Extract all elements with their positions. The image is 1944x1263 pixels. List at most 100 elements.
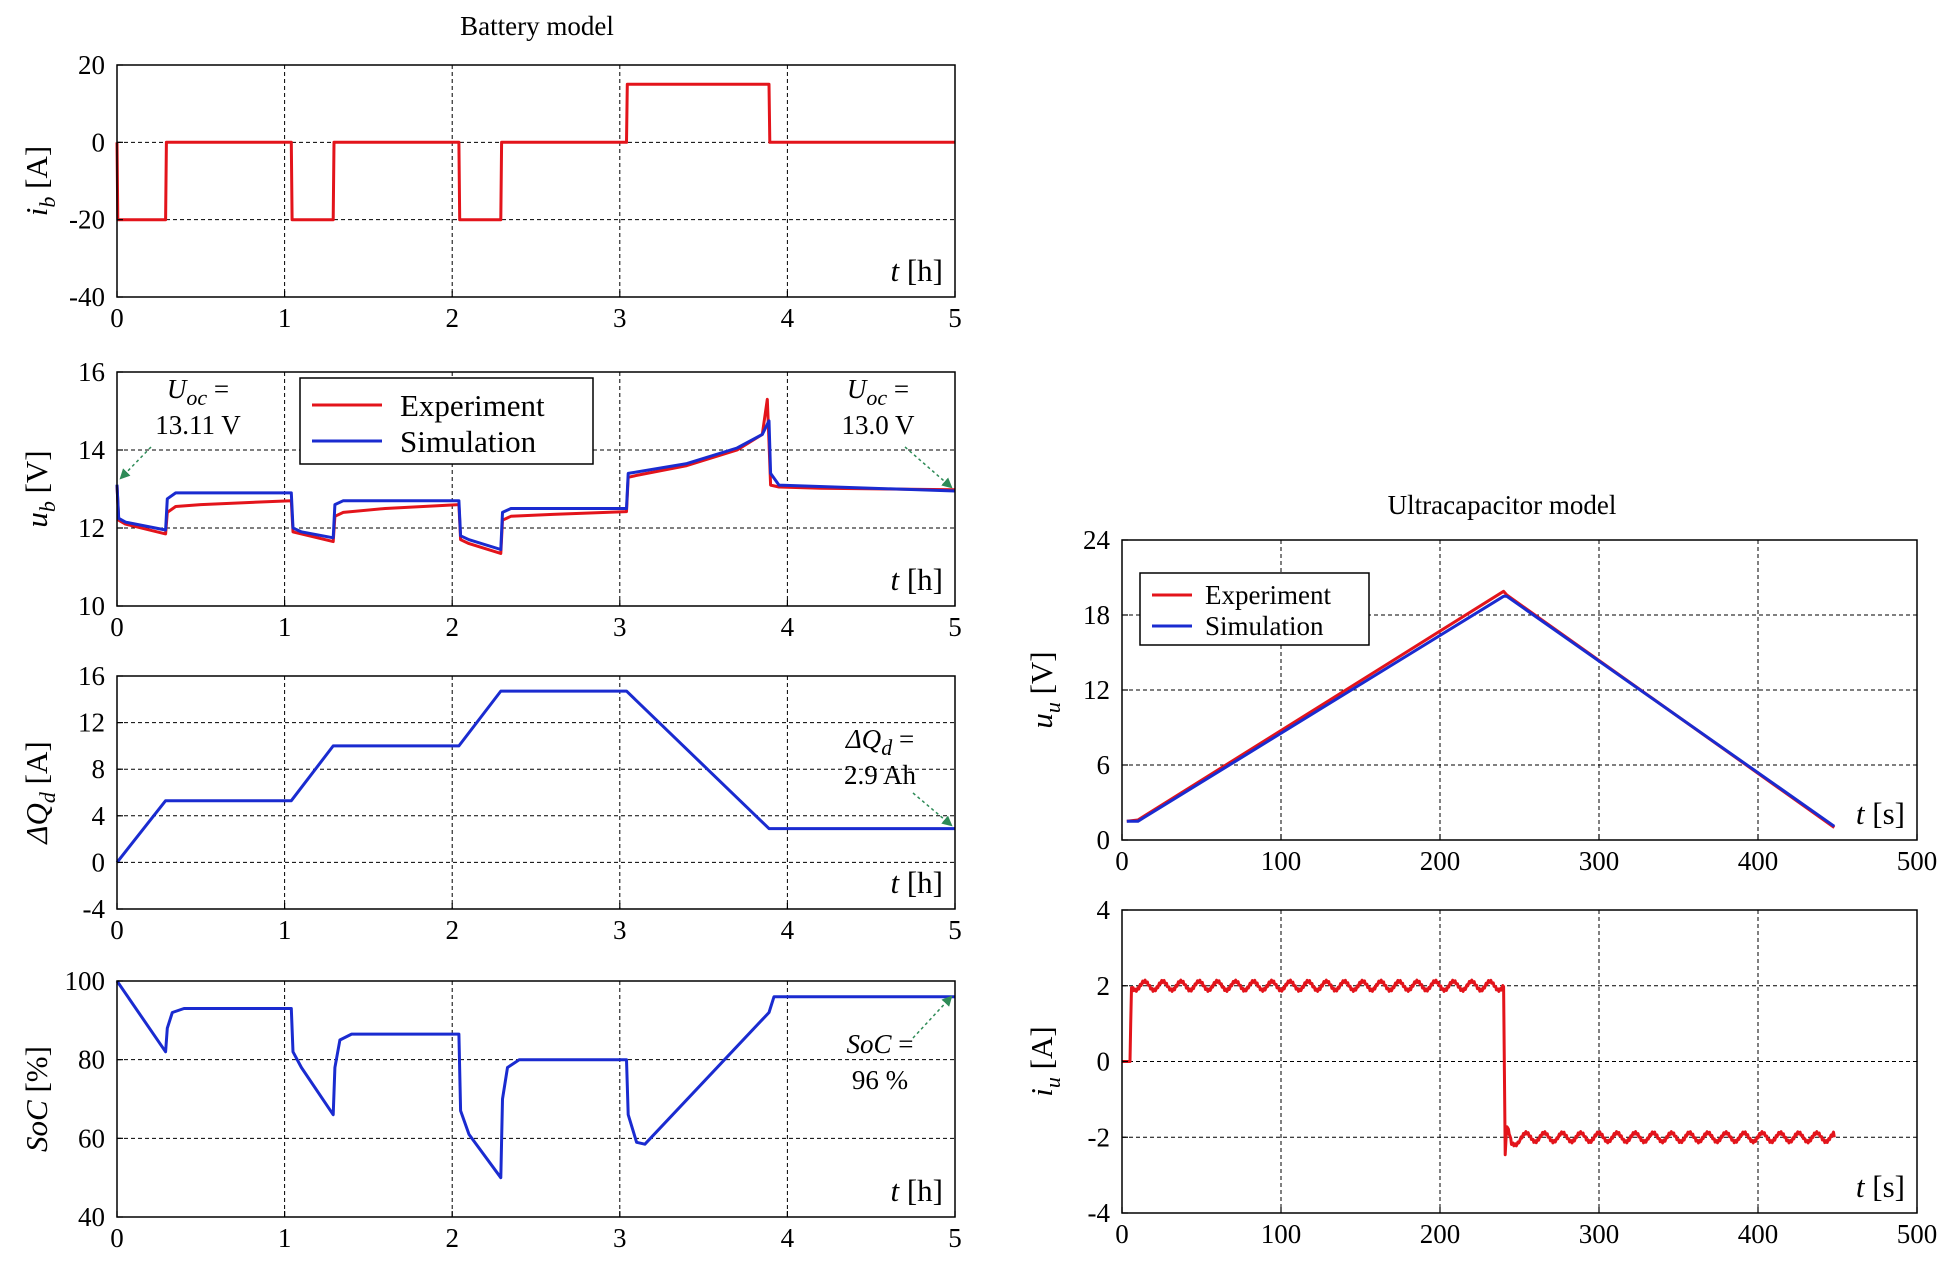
- annotation-line1: Uoc =: [847, 374, 909, 410]
- y-axis-label-subscript: b: [35, 501, 60, 512]
- left-figure-title: Battery model: [460, 11, 614, 41]
- x-tick-label: 1: [278, 612, 292, 642]
- x-axis-label-symbol: t: [1856, 1169, 1872, 1204]
- y-tick-label: 40: [78, 1202, 105, 1232]
- annotation-value: 2.9 Ah: [844, 760, 917, 790]
- x-axis-label-unit: [h]: [907, 562, 943, 597]
- x-tick-label: 0: [110, 612, 124, 642]
- y-tick-label: 12: [78, 513, 105, 543]
- plot-iu: 0 100 200 300 400 500 -4 -2 0 2 4 iu [A] t [s]: [1024, 895, 1937, 1249]
- x-axis-label-unit: [h]: [907, 253, 943, 288]
- x-axis-label: t [h]: [890, 865, 943, 900]
- x-axis-label: t [h]: [890, 1173, 943, 1208]
- legend-box: [299, 377, 594, 465]
- y-axis-label-symbol: u: [1024, 713, 1059, 729]
- y-axis-label: ib [A]: [19, 146, 60, 216]
- y-axis-label-subscript: u: [1040, 702, 1065, 713]
- y-tick-label: -4: [83, 894, 106, 924]
- x-tick-label: 5: [948, 303, 962, 333]
- annotation-symbol: ΔQ: [845, 724, 881, 754]
- y-tick-label: 60: [78, 1123, 105, 1153]
- plot-frame: [116, 980, 956, 1218]
- x-tick-label: 0: [110, 1223, 124, 1253]
- x-tick-label: 100: [1261, 846, 1302, 876]
- annotation-symbol: U: [847, 374, 868, 404]
- y-axis-label-unit: [V]: [1024, 651, 1059, 702]
- x-axis-label-symbol: t: [890, 253, 906, 288]
- y-tick-label: 8: [92, 754, 106, 784]
- x-tick-label: 3: [613, 915, 627, 945]
- y-tick-label: 2: [1097, 971, 1111, 1001]
- y-axis-label-unit: [%]: [19, 1046, 54, 1100]
- annotation-equals: =: [892, 1029, 914, 1059]
- y-axis-label-unit: [A]: [19, 146, 54, 197]
- y-axis-label-unit: [A]: [19, 741, 54, 792]
- legend-label-simulation: Simulation: [1205, 611, 1324, 641]
- plot-uu: 0 100 200 300 400 500 0 6 12 18 24 uu [V] t [s] Exper…: [1024, 525, 1937, 876]
- x-tick-label: 5: [948, 1223, 962, 1253]
- x-tick-label: 4: [781, 303, 795, 333]
- x-tick-label: 4: [781, 915, 795, 945]
- series-line-simulation: [115, 689, 955, 864]
- y-axis-label-unit: [A]: [1024, 1026, 1059, 1077]
- annotation-arrow: [904, 446, 953, 489]
- series-line-experiment: [115, 397, 956, 555]
- x-tick-label: 2: [445, 303, 459, 333]
- y-axis-label-symbol: u: [19, 512, 54, 528]
- y-tick-label: 18: [1083, 600, 1110, 630]
- x-axis-label-unit: [h]: [907, 1173, 943, 1208]
- y-tick-label: 24: [1083, 525, 1111, 555]
- annotation: SoC = 96 %: [847, 995, 953, 1095]
- x-tick-label: 1: [278, 915, 292, 945]
- annotation-symbol: U: [167, 374, 188, 404]
- y-tick-label: 0: [92, 847, 106, 877]
- x-axis-label-unit: [s]: [1872, 796, 1905, 831]
- plot-frame: [116, 371, 956, 607]
- legend-box: [1139, 572, 1370, 646]
- y-axis-label-unit: [V]: [19, 450, 54, 501]
- x-tick-label: 300: [1579, 1219, 1620, 1249]
- x-tick-label: 2: [445, 612, 459, 642]
- y-tick-label: 12: [1083, 675, 1110, 705]
- y-tick-label: -40: [69, 282, 105, 312]
- plot-frame: [116, 64, 956, 298]
- x-axis-label-symbol: t: [1856, 796, 1872, 831]
- y-axis-label-subscript: b: [35, 197, 60, 208]
- annotation: Uoc =13.11 V: [119, 374, 241, 480]
- y-axis-label: ub [V]: [19, 450, 60, 527]
- annotation-value: 13.11 V: [155, 410, 241, 440]
- x-axis-label-unit: [s]: [1872, 1169, 1905, 1204]
- series-line-simulation: [115, 980, 955, 1180]
- right-figure-title: Ultracapacitor model: [1388, 490, 1617, 520]
- series-line-simulation: [115, 419, 956, 551]
- x-tick-label: 5: [948, 915, 962, 945]
- x-tick-label: 200: [1420, 1219, 1461, 1249]
- y-axis-label: SoC [%]: [19, 1046, 54, 1152]
- y-tick-label: 20: [78, 50, 105, 80]
- x-axis-label-symbol: t: [890, 562, 906, 597]
- x-axis-label: t [s]: [1856, 1169, 1905, 1204]
- y-tick-label: 0: [92, 127, 106, 157]
- annotation-subscript: oc: [186, 385, 207, 410]
- y-tick-label: 100: [65, 966, 106, 996]
- annotation-value: 96 %: [852, 1065, 908, 1095]
- y-tick-label: -20: [69, 205, 105, 235]
- x-tick-label: 4: [781, 612, 795, 642]
- x-axis-label-unit: [h]: [907, 865, 943, 900]
- annotation-arrow: [912, 995, 953, 1039]
- annotation-symbol: SoC: [847, 1029, 893, 1059]
- plot-soc: 0 1 2 3 4 5 40 60 80 100 SoC [%] t [h] SoC = 96 %: [19, 966, 962, 1253]
- annotation-line1: ΔQd =: [845, 724, 914, 760]
- annotation-subscript: oc: [866, 385, 887, 410]
- annotation-equals: =: [887, 374, 909, 404]
- legend-label-experiment: Experiment: [400, 388, 545, 423]
- x-axis-label: t [h]: [890, 253, 943, 288]
- annotation-line1: Uoc =: [167, 374, 229, 410]
- x-tick-label: 0: [1115, 846, 1129, 876]
- x-axis-label: t [h]: [890, 562, 943, 597]
- y-axis-label-subscript: d: [35, 791, 60, 803]
- annotation-subscript: d: [881, 735, 893, 760]
